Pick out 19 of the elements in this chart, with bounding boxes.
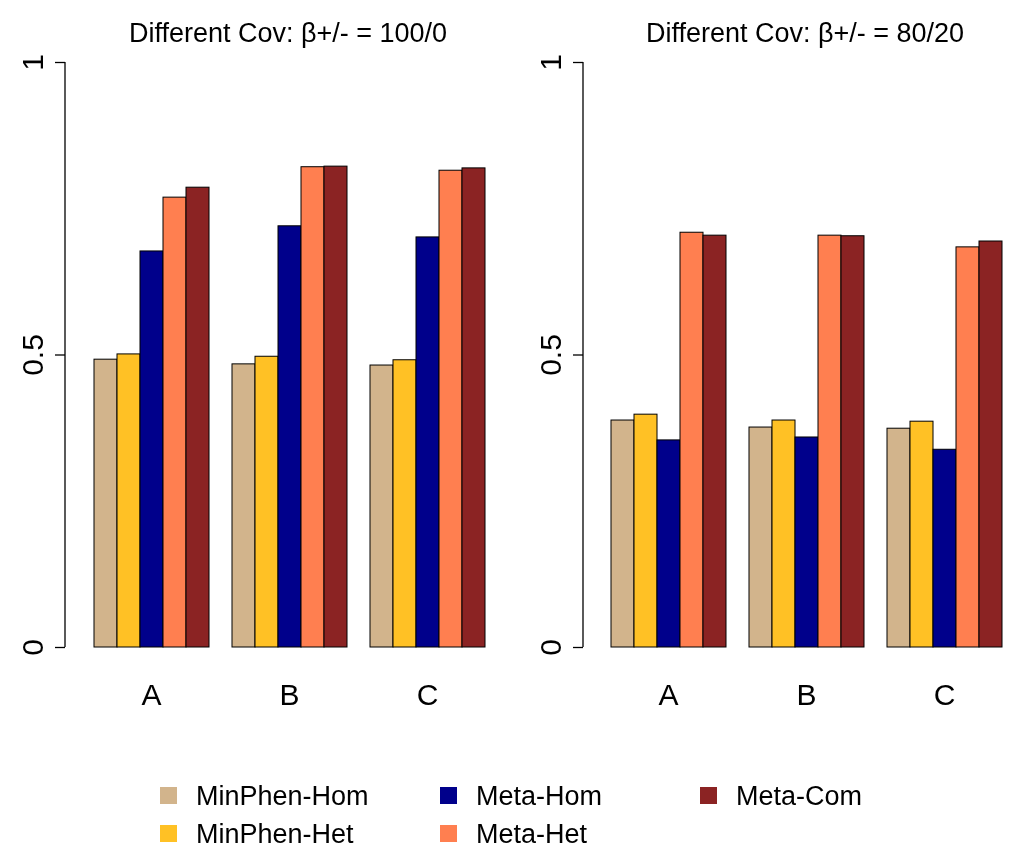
legend-label: MinPhen-Het [196,819,355,848]
x-tick-label: B [279,678,300,711]
y-tick-label: 1 [16,54,49,71]
legend-label: Meta-Hom [476,781,603,811]
y-tick-label: 0 [16,639,49,656]
y-tick-label: 0 [534,639,567,656]
y-tick-label: 0.5 [534,334,567,376]
chart-title: Different Cov: β+/- = 100/0 [128,18,448,48]
legend-label: MinPhen-Hom [196,781,369,811]
x-tick-label: B [796,678,817,711]
legend-label: Meta-Com [736,781,863,811]
y-tick-label: 0.5 [16,334,49,376]
x-tick-label: A [141,678,162,711]
x-tick-label: A [658,678,679,711]
y-tick-label: 1 [534,54,567,71]
legend-label: Meta-Het [476,819,588,848]
x-tick-label: C [416,678,439,711]
chart-title: Different Cov: β+/- = 80/20 [645,18,965,48]
x-tick-label: C [933,678,956,711]
